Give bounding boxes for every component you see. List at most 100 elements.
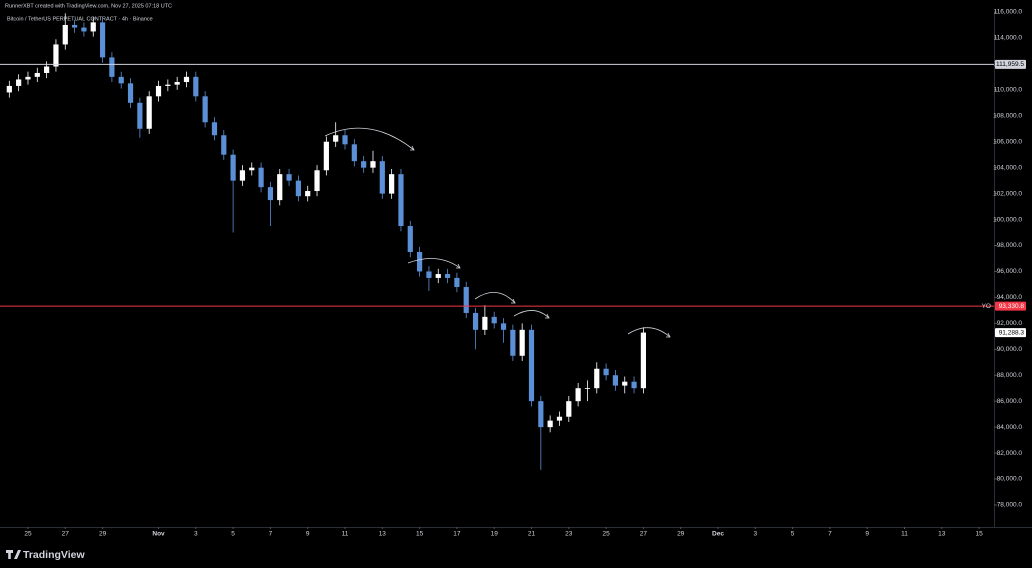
arrow-curve xyxy=(324,127,415,151)
candle-body xyxy=(603,368,609,376)
arrow-curve xyxy=(627,327,671,338)
y-tick-label: 88,000.0 xyxy=(997,372,1023,379)
x-tick-label: 25 xyxy=(24,531,32,538)
candle-body xyxy=(127,83,134,103)
x-tick-label: 15 xyxy=(975,531,983,538)
x-tick-label: Dec xyxy=(712,531,724,538)
y-tick-label: 104,000.0 xyxy=(993,164,1022,171)
x-tick-label: 11 xyxy=(342,531,349,538)
candle-body xyxy=(81,27,87,32)
y-tick-label: 108,000.0 xyxy=(993,112,1022,119)
candle-body xyxy=(277,174,283,201)
y-tick-label: 102,000.0 xyxy=(993,190,1022,197)
candle-body xyxy=(519,329,525,356)
candle-body xyxy=(379,161,385,194)
x-tick-label: 5 xyxy=(791,531,795,538)
candle-body xyxy=(463,287,469,313)
candle-body xyxy=(221,135,227,155)
candle-body xyxy=(183,76,190,83)
candle-body xyxy=(258,167,264,188)
x-tick-label: 17 xyxy=(453,531,461,538)
level-name: YO xyxy=(982,303,991,310)
candle-body xyxy=(305,191,311,197)
y-tick-label: 100,000.0 xyxy=(993,216,1022,223)
candle-body xyxy=(472,312,479,330)
x-tick-label: 11 xyxy=(901,531,908,538)
y-tick-label: 98,000.0 xyxy=(997,242,1023,249)
candle-body xyxy=(575,388,581,402)
arrow-curve xyxy=(513,310,550,319)
candle-body xyxy=(174,82,180,85)
candle-body xyxy=(510,329,516,356)
y-tick-label: 78,000.0 xyxy=(997,502,1023,509)
candle-body xyxy=(407,226,413,252)
y-tick-label: 116,000.0 xyxy=(994,9,1023,16)
brand-logo: TradingView xyxy=(6,549,85,561)
candle-body xyxy=(566,401,572,417)
x-tick-label: 27 xyxy=(640,531,648,538)
candle-body xyxy=(426,271,432,278)
candle-body xyxy=(71,24,78,28)
y-tick-label: 114,000.0 xyxy=(994,35,1023,42)
candle-body xyxy=(6,85,12,93)
x-tick-label: 3 xyxy=(753,531,757,538)
arrow-head xyxy=(666,332,671,338)
candle-body xyxy=(482,316,488,330)
candle-body xyxy=(444,274,451,278)
candle-body xyxy=(351,144,357,162)
candle-body xyxy=(165,84,171,86)
candle-body xyxy=(118,76,124,84)
arrow-head xyxy=(511,298,516,304)
candle-body xyxy=(528,329,535,402)
candle-body xyxy=(239,170,246,181)
candle-body xyxy=(202,96,208,123)
x-tick-label: 9 xyxy=(865,531,869,538)
candle-body xyxy=(90,22,96,32)
arrow-head xyxy=(410,145,415,151)
arrow-curve xyxy=(474,292,516,304)
arrow-curve xyxy=(407,258,461,269)
candle-body xyxy=(556,416,563,421)
candle-body xyxy=(398,174,404,227)
logo-mark xyxy=(6,550,21,559)
level-label: 93,330.8 xyxy=(999,303,1025,310)
candle-body xyxy=(361,161,367,168)
drawings xyxy=(324,127,671,338)
candle-body xyxy=(417,251,423,272)
candle-body xyxy=(155,85,162,97)
candle-body xyxy=(34,72,40,77)
candle-body xyxy=(342,135,348,145)
candle-body xyxy=(25,76,31,80)
candle-body xyxy=(249,167,255,171)
header: RunnerXBT created with TradingView.com, … xyxy=(5,3,172,9)
candle-body xyxy=(584,388,591,389)
last-price-label: 91,288.3 xyxy=(999,329,1025,336)
candle-body xyxy=(230,154,236,181)
brand: TradingView xyxy=(23,549,85,561)
x-tick-label: 7 xyxy=(828,531,832,538)
candle-body xyxy=(500,323,507,330)
candle-body xyxy=(594,368,600,389)
x-tick-label: 19 xyxy=(491,531,499,538)
candle-body xyxy=(435,274,441,278)
x-tick-label: 9 xyxy=(306,531,310,538)
level-label-box xyxy=(995,301,1026,311)
y-tick-label: 94,000.0 xyxy=(997,294,1023,301)
candle-body xyxy=(193,76,199,97)
candle-body xyxy=(286,174,292,181)
x-tick-label: 21 xyxy=(528,531,536,538)
candle-body xyxy=(53,44,59,67)
arrow-head xyxy=(456,263,461,269)
candle-body xyxy=(454,277,460,288)
arrow-head xyxy=(545,313,550,319)
y-tick-label: 84,000.0 xyxy=(997,424,1023,431)
candle-body xyxy=(640,332,646,389)
y-tick-label: 92,000.0 xyxy=(997,320,1023,327)
chart-title: Bitcoin / TetherUS PERPETUAL CONTRACT · … xyxy=(7,16,153,22)
y-tick-label: 106,000.0 xyxy=(993,138,1022,145)
candle-body xyxy=(622,381,628,386)
x-tick-label: 29 xyxy=(677,531,685,538)
candle-body xyxy=(267,187,274,201)
